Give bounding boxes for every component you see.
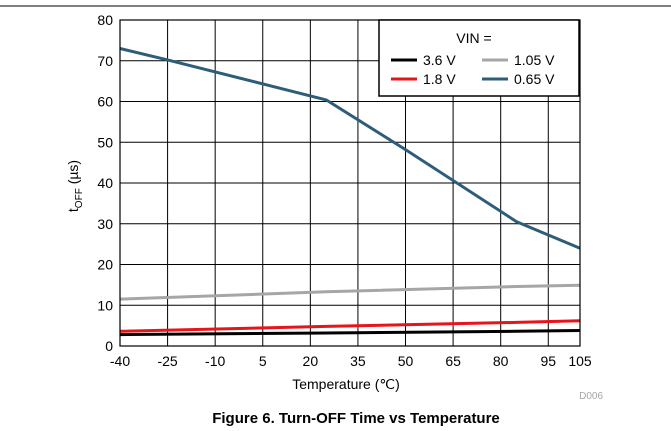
x-tick-label: 35 xyxy=(350,353,366,369)
legend-label-1v8: 1.8 V xyxy=(423,71,456,87)
x-tick-label: -10 xyxy=(205,353,225,369)
x-tick-labels: -40 -25 -10 5 20 35 50 65 80 95 105 xyxy=(110,353,592,369)
legend-box xyxy=(378,19,580,97)
x-tick-label: -40 xyxy=(110,353,130,369)
figure-code: D006 xyxy=(579,391,603,402)
x-tick-label: 95 xyxy=(540,353,556,369)
x-tick-label: 5 xyxy=(259,353,267,369)
y-tick-labels: 0 10 20 30 40 50 60 70 80 xyxy=(97,12,113,354)
y-tick-label: 10 xyxy=(97,297,113,313)
legend-label-1v05: 1.05 V xyxy=(514,52,555,68)
y-axis-label-main: t xyxy=(65,208,81,212)
y-tick-label: 70 xyxy=(97,53,113,69)
legend: VIN = 3.6 V 1.05 V 1.8 V 0.65 V xyxy=(378,19,580,97)
y-tick-label: 50 xyxy=(97,134,113,150)
series-line-1-8-v xyxy=(119,319,581,333)
x-tick-label: 105 xyxy=(568,353,592,369)
x-tick-label: 65 xyxy=(445,353,461,369)
y-tick-label: 30 xyxy=(97,216,113,232)
y-axis-label-unit: (µs) xyxy=(65,160,81,188)
y-tick-label: 40 xyxy=(97,175,113,191)
y-tick-label: 80 xyxy=(97,12,113,28)
y-tick-label: 0 xyxy=(105,338,113,354)
legend-label-3v6: 3.6 V xyxy=(423,52,456,68)
legend-label-0v65: 0.65 V xyxy=(514,71,555,87)
x-tick-label: -25 xyxy=(157,353,177,369)
plot-frame xyxy=(119,19,581,347)
series-line-1-05-v xyxy=(119,283,581,301)
series-line-3-6-v xyxy=(119,329,581,337)
y-axis-label: tOFF (µs) xyxy=(65,160,85,212)
x-tick-label: 80 xyxy=(493,353,509,369)
y-tick-label: 20 xyxy=(97,257,113,273)
y-axis-label-sub: OFF xyxy=(74,188,85,208)
x-tick-label: 20 xyxy=(303,353,319,369)
figure-caption: Figure 6. Turn-OFF Time vs Temperature xyxy=(212,410,500,427)
legend-title: VIN = xyxy=(456,30,491,46)
x-axis-label: Temperature (℃) xyxy=(292,376,400,392)
series-line-0-65-v xyxy=(119,47,581,250)
y-tick-label: 60 xyxy=(97,94,113,110)
x-tick-label: 50 xyxy=(398,353,414,369)
series-lines xyxy=(119,47,581,337)
